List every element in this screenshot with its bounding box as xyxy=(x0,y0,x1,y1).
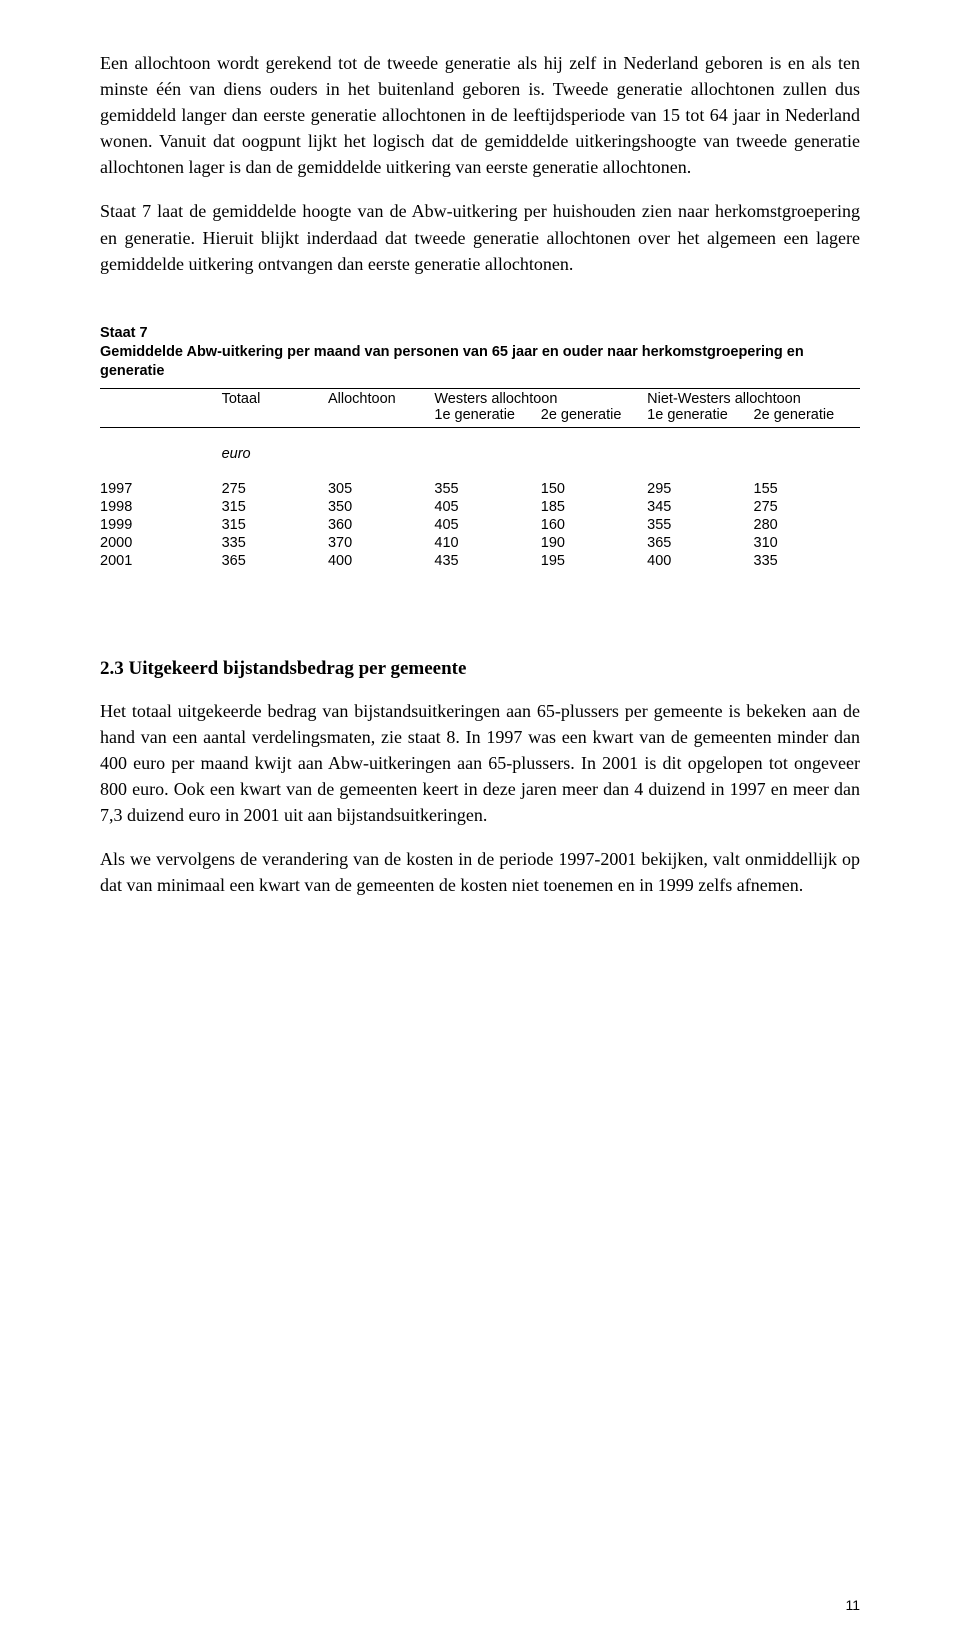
paragraph-2: Staat 7 laat de gemiddelde hoogte van de… xyxy=(100,198,860,276)
cell-n1: 295 xyxy=(647,480,753,498)
cell-n2: 310 xyxy=(754,534,860,552)
cell-n2: 155 xyxy=(754,480,860,498)
cell-w2: 185 xyxy=(541,498,647,516)
cell-w1: 355 xyxy=(434,480,540,498)
col-header-westers: Westers allochtoon xyxy=(434,388,647,407)
cell-w2: 150 xyxy=(541,480,647,498)
cell-year: 2000 xyxy=(100,534,222,552)
cell-year: 2001 xyxy=(100,552,222,570)
page-number: 11 xyxy=(845,1597,860,1613)
table-row: 1999 315 360 405 160 355 280 xyxy=(100,516,860,534)
col-header-nietwesters: Niet-Westers allochtoon xyxy=(647,388,860,407)
cell-w2: 195 xyxy=(541,552,647,570)
cell-n2: 275 xyxy=(754,498,860,516)
col-header-westers-gen1: 1e generatie xyxy=(434,407,540,428)
cell-year: 1998 xyxy=(100,498,222,516)
cell-alloch: 305 xyxy=(328,480,434,498)
col-header-allochtoon: Allochtoon xyxy=(328,388,434,407)
cell-n1: 400 xyxy=(647,552,753,570)
section-heading-2-3: 2.3 Uitgekeerd bijstandsbedrag per gemee… xyxy=(100,658,860,680)
col-header-nietwesters-gen1: 1e generatie xyxy=(647,407,753,428)
cell-w1: 405 xyxy=(434,498,540,516)
cell-n1: 345 xyxy=(647,498,753,516)
cell-n2: 280 xyxy=(754,516,860,534)
paragraph-3: Het totaal uitgekeerde bedrag van bijsta… xyxy=(100,698,860,828)
cell-totaal: 315 xyxy=(222,498,328,516)
table-row: 2000 335 370 410 190 365 310 xyxy=(100,534,860,552)
staat-7-table: Totaal Allochtoon Westers allochtoon Nie… xyxy=(100,388,860,570)
table-header-row-1: Totaal Allochtoon Westers allochtoon Nie… xyxy=(100,388,860,407)
cell-totaal: 315 xyxy=(222,516,328,534)
col-header-totaal: Totaal xyxy=(222,388,328,407)
cell-alloch: 400 xyxy=(328,552,434,570)
table-row: 1998 315 350 405 185 345 275 xyxy=(100,498,860,516)
table-unit-row: euro xyxy=(100,427,860,480)
cell-w2: 190 xyxy=(541,534,647,552)
cell-w1: 435 xyxy=(434,552,540,570)
table-row: 1997 275 305 355 150 295 155 xyxy=(100,480,860,498)
cell-totaal: 365 xyxy=(222,552,328,570)
paragraph-1: Een allochtoon wordt gerekend tot de twe… xyxy=(100,50,860,180)
cell-year: 1997 xyxy=(100,480,222,498)
cell-alloch: 360 xyxy=(328,516,434,534)
cell-w1: 405 xyxy=(434,516,540,534)
cell-alloch: 350 xyxy=(328,498,434,516)
cell-totaal: 335 xyxy=(222,534,328,552)
cell-w2: 160 xyxy=(541,516,647,534)
table-subtitle: Gemiddelde Abw-uitkering per maand van p… xyxy=(100,343,860,382)
cell-n1: 365 xyxy=(647,534,753,552)
staat-7-table-block: Staat 7 Gemiddelde Abw-uitkering per maa… xyxy=(100,325,860,570)
cell-year: 1999 xyxy=(100,516,222,534)
cell-w1: 410 xyxy=(434,534,540,552)
table-row: 2001 365 400 435 195 400 335 xyxy=(100,552,860,570)
cell-n1: 355 xyxy=(647,516,753,534)
cell-alloch: 370 xyxy=(328,534,434,552)
col-header-nietwesters-gen2: 2e generatie xyxy=(754,407,860,428)
cell-n2: 335 xyxy=(754,552,860,570)
cell-totaal: 275 xyxy=(222,480,328,498)
col-header-westers-gen2: 2e generatie xyxy=(541,407,647,428)
table-unit-label: euro xyxy=(222,427,328,480)
table-header-row-2: 1e generatie 2e generatie 1e generatie 2… xyxy=(100,407,860,428)
page: Een allochtoon wordt gerekend tot de twe… xyxy=(0,0,960,1643)
paragraph-4: Als we vervolgens de verandering van de … xyxy=(100,846,860,898)
table-title: Staat 7 xyxy=(100,325,860,341)
